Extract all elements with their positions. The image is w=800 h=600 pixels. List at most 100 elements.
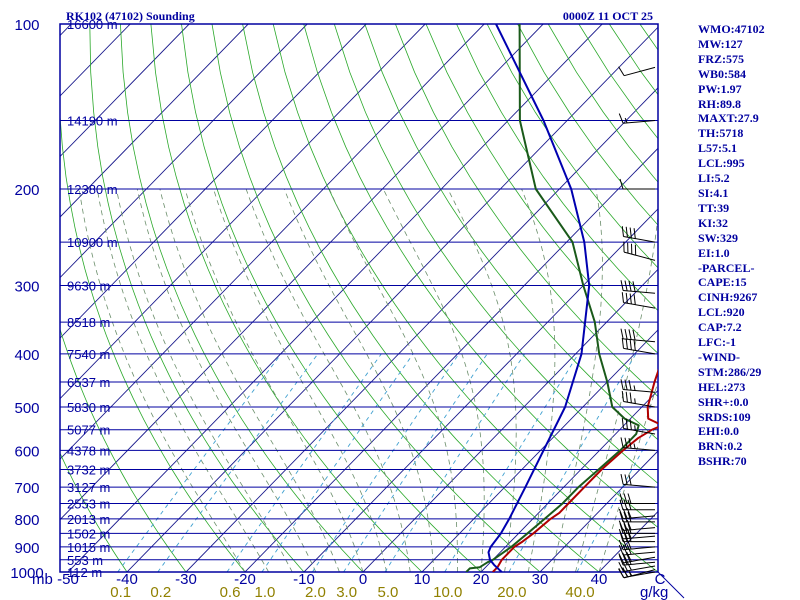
mixing-ratio-label: 2.0	[305, 584, 326, 600]
pressure-tick-label: 900	[14, 540, 39, 557]
sounding-index: -PARCEL-	[698, 260, 755, 275]
sounding-index: LCL:920	[698, 305, 745, 320]
moist-adiabat	[116, 188, 293, 572]
height-label: 2553 m	[67, 497, 110, 512]
isotherm	[60, 24, 485, 460]
sounding-index: SW:329	[698, 230, 739, 245]
sounding-index: KI:32	[698, 215, 728, 230]
parcel-profile	[487, 24, 591, 572]
temperature-unit-label: C	[655, 571, 666, 588]
isotherm	[60, 24, 308, 279]
height-label: 8518 m	[67, 315, 110, 330]
sounding-index: CINH:9267	[698, 290, 758, 305]
dry-adiabat	[120, 24, 364, 572]
height-label: 1502 m	[67, 526, 110, 541]
pressure-tick-label: 400	[14, 347, 39, 364]
wind-barb	[621, 391, 656, 408]
sounding-index: MAXT:27.9	[698, 111, 759, 126]
sounding-index: TH:5718	[698, 126, 744, 141]
wind-barb	[621, 292, 656, 309]
wind-barb	[618, 66, 656, 77]
mixing-ratio-line	[261, 353, 414, 572]
sounding-indices-list: WMO:47102 MW:127 FRZ:575 WB0:584 PW:1.97 RH:8…	[698, 22, 765, 469]
mixing-ratio-line	[226, 353, 382, 572]
moist-adiabat	[328, 188, 458, 572]
sounding-index: STM:286/29	[698, 364, 762, 379]
dry-adiabat	[793, 24, 800, 572]
moist-adiabat	[447, 188, 517, 572]
height-label: 6537 m	[67, 375, 110, 390]
sounding-index: FRZ:575	[698, 51, 744, 66]
moist-adiabat	[521, 188, 556, 572]
mixing-ratio-label: 5.0	[378, 584, 399, 600]
sounding-index: L57:5.1	[698, 141, 737, 156]
isobar-lines	[60, 23, 658, 573]
height-label: 1015 m	[67, 540, 110, 555]
sounding-index: RH:89.8	[698, 96, 741, 111]
mixing-ratio-label: 40.0	[565, 584, 594, 600]
sounding-index: EHI:0.0	[698, 424, 740, 439]
isotherm	[244, 147, 658, 572]
pressure-labels: 100 200 300 400 500 600 700 800 900 1000	[10, 17, 43, 582]
sounding-index: -WIND-	[698, 349, 740, 364]
temperature-tick-label: 0	[359, 571, 367, 588]
isotherm	[126, 26, 658, 572]
dry-adiabat-lines	[60, 24, 800, 572]
isotherm	[60, 24, 544, 521]
mixing-ratio-line	[444, 353, 579, 572]
wind-barb	[618, 567, 656, 579]
dry-adiabat	[303, 24, 658, 528]
isotherm	[60, 24, 190, 158]
wind-barb	[619, 499, 655, 511]
mixing-ratio-label: 0.6	[220, 584, 241, 600]
height-label: 2013 m	[67, 512, 110, 527]
mixing-ratio-line	[117, 353, 282, 572]
wind-barb	[623, 241, 656, 261]
height-label: 553 m	[67, 553, 103, 568]
mixing-ratio-line	[576, 421, 658, 572]
isotherm	[539, 450, 658, 572]
mixing-ratio-line	[384, 353, 525, 572]
height-label: 4378 m	[67, 443, 110, 458]
moist-adiabat-lines	[78, 188, 658, 572]
wind-barb	[620, 437, 656, 451]
isotherm	[421, 329, 658, 572]
sounding-index: WMO:47102	[698, 22, 765, 36]
temperature-profile	[492, 368, 658, 572]
moist-adiabat	[78, 188, 246, 572]
wind-barb	[621, 226, 656, 243]
moist-adiabat	[283, 188, 435, 572]
moist-adiabat	[575, 213, 658, 572]
sounding-title: RK102 (47102) Sounding	[66, 9, 195, 23]
sounding-index: BSHR:70	[698, 454, 747, 469]
wind-barb	[621, 418, 656, 435]
pressure-tick-label: 1000	[10, 565, 43, 582]
wind-barbs	[618, 66, 656, 579]
temperature-tick-label: 30	[532, 571, 549, 588]
mixing-ratio-label: 20.0	[497, 584, 526, 600]
pressure-tick-label: 300	[14, 278, 39, 295]
isotherm	[60, 24, 367, 339]
sounding-index: WB0:584	[698, 66, 746, 81]
sounding-profiles	[465, 24, 658, 572]
temperature-tick-labels: -50 -40 -30 -20 -10 0 10 20 30 40	[57, 571, 607, 588]
pressure-axis-label: mb	[32, 571, 53, 588]
height-label: 12380 m	[67, 182, 118, 197]
sounding-index: SHR+:0.0	[698, 394, 749, 409]
wind-barb	[620, 473, 656, 488]
dry-adiabat	[272, 24, 658, 572]
mixing-ratio-label: 3.0	[336, 584, 357, 600]
isotherm	[0, 24, 12, 572]
sounding-index: CAP:7.2	[698, 320, 742, 335]
sounding-index: HEL:273	[698, 379, 746, 394]
isotherm	[60, 24, 426, 400]
height-label: 7540 m	[67, 347, 110, 362]
wind-barb	[620, 328, 656, 343]
wind-barb	[620, 280, 656, 294]
sounding-time: 0000Z 11 OCT 25	[563, 9, 653, 23]
temperature-tick-label: 40	[591, 571, 608, 588]
mixing-ratio-label: 1.0	[255, 584, 276, 600]
sounding-index: SRDS:109	[698, 409, 751, 424]
sounding-index: LI:5.2	[698, 171, 730, 186]
